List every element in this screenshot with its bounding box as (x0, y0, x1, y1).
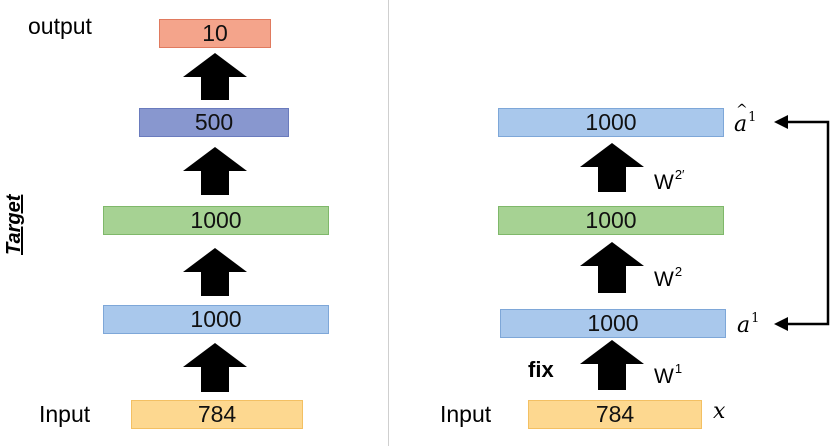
right-arrow-w2-prime (580, 143, 644, 192)
right-input-layer-value: 784 (595, 401, 635, 427)
left-input-label: Input (39, 401, 91, 427)
a-letter: a (737, 313, 751, 338)
w2-prime-superscript: 2′ (674, 167, 685, 182)
right-hidden-layer-green: 1000 (498, 206, 724, 235)
x-label-text: x (713, 399, 726, 424)
w2-prime-label: W2′ (654, 168, 685, 193)
left-output-layer-value: 10 (202, 20, 228, 46)
right-hidden-layer-blue: 1000 (500, 309, 726, 338)
left-arrow-3 (183, 248, 247, 296)
left-hidden-layer-green: 1000 (103, 206, 329, 235)
a-superscript: 1 (751, 311, 760, 326)
right-arrow-w1 (580, 340, 644, 390)
left-hidden-layer-500: 500 (139, 108, 289, 137)
right-input-label: Input (440, 401, 492, 427)
w2-superscript: 2 (674, 264, 683, 279)
left-hidden-layer-green-value: 1000 (190, 207, 242, 233)
a-hat-label: a1 (734, 103, 757, 136)
right-arrow-w2 (580, 242, 644, 293)
left-arrow-2 (183, 147, 247, 195)
feedback-bracket-line (784, 120, 830, 326)
right-input-layer: 784 (528, 400, 702, 429)
feedback-arrowhead-top (774, 115, 788, 129)
left-arrow-4 (183, 343, 247, 392)
left-output-layer: 10 (159, 19, 271, 48)
feedback-arrowhead-bottom (774, 317, 788, 331)
left-input-layer-value: 784 (197, 401, 237, 427)
left-arrow-1 (183, 53, 247, 100)
output-label: output (28, 13, 92, 39)
right-hidden-layer-green-value: 1000 (585, 207, 637, 233)
left-input-layer: 784 (131, 400, 303, 429)
right-hidden-layer-blue-value: 1000 (587, 310, 639, 336)
left-hidden-layer-blue-value: 1000 (190, 306, 242, 332)
a-hat-letter: a (734, 103, 748, 136)
w1-superscript: 1 (674, 361, 683, 376)
left-hidden-layer-500-value: 500 (194, 109, 234, 135)
w2-prime-base: W (654, 171, 674, 194)
panel-divider (388, 0, 389, 446)
w1-label: W1 (654, 362, 682, 387)
a-label: a1 (737, 312, 759, 337)
left-hidden-layer-blue: 1000 (103, 305, 329, 334)
fix-label: fix (528, 357, 554, 382)
right-reconstruction-layer-value: 1000 (585, 109, 637, 135)
w2-label: W2 (654, 265, 682, 290)
right-reconstruction-layer: 1000 (498, 108, 724, 137)
w2-base: W (654, 268, 674, 291)
x-label: x (713, 401, 725, 423)
a-hat-superscript: 1 (748, 110, 757, 125)
w1-base: W (654, 365, 674, 388)
